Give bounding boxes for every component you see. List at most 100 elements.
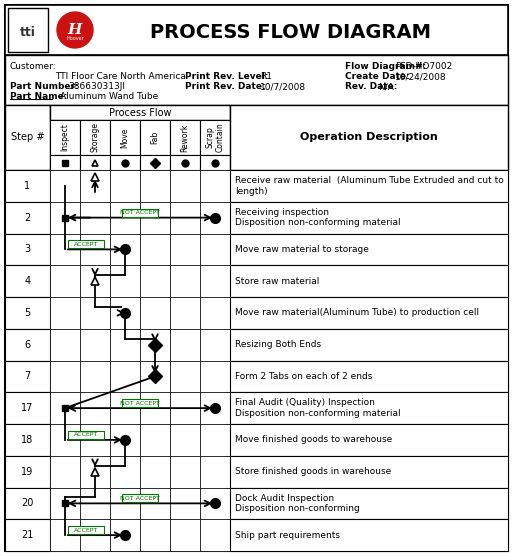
Text: 4: 4 [25,276,31,286]
Text: Flow Diagram#:: Flow Diagram#: [345,62,426,71]
Bar [110,155,140,170]
Text: ACCEPT: ACCEPT [74,433,98,438]
Bar [230,202,508,234]
Text: PFD-HO7002: PFD-HO7002 [395,62,452,71]
Bar [170,234,200,265]
Bar [50,202,80,234]
Bar [140,170,170,202]
Bar [140,265,170,297]
Bar [68,240,104,249]
Bar [140,234,170,265]
Bar [110,170,140,202]
Text: 2: 2 [25,212,31,222]
Text: 6: 6 [25,340,31,350]
Text: Move raw material to storage: Move raw material to storage [235,245,369,254]
Bar [170,170,200,202]
Bar [230,105,508,170]
Bar [140,360,170,392]
Bar [110,234,140,265]
Bar [5,360,50,392]
Text: Step #: Step # [11,132,44,142]
Bar [8,8,48,52]
Bar [200,392,230,424]
Bar [200,202,230,234]
Bar [50,488,80,519]
Bar [140,424,170,456]
Text: Aluminum Wand Tube: Aluminum Wand Tube [60,92,158,101]
Text: Part Number:: Part Number: [10,82,78,91]
Bar [80,265,110,297]
Text: Inspect: Inspect [61,123,69,151]
Bar [140,202,170,234]
Bar [110,360,140,392]
Bar [140,120,170,155]
Text: Print Rev. Date:: Print Rev. Date: [185,82,266,91]
Bar [140,297,170,329]
Bar [5,202,50,234]
Bar [200,170,230,202]
Bar [230,519,508,551]
Text: 18: 18 [22,435,34,445]
Bar [80,297,110,329]
Text: 10/7/2008: 10/7/2008 [260,82,306,91]
Bar [5,456,50,488]
Bar [80,519,110,551]
Text: Customer:: Customer: [10,62,56,71]
Bar [50,105,230,120]
Bar [5,170,50,202]
Bar [230,170,508,202]
Bar [170,120,200,155]
Text: Dock Audit Inspection
Disposition non-conforming: Dock Audit Inspection Disposition non-co… [235,494,360,513]
Bar [80,456,110,488]
Bar [170,202,200,234]
Text: Move raw material(Aluminum Tube) to production cell: Move raw material(Aluminum Tube) to prod… [235,309,479,317]
Bar [80,120,110,155]
Bar [80,488,110,519]
Bar [110,120,140,155]
Bar [140,488,170,519]
Bar [230,265,508,297]
Bar [50,297,80,329]
Bar [200,234,230,265]
Bar [5,488,50,519]
Bar [80,155,110,170]
Bar [200,456,230,488]
Bar [110,297,140,329]
Bar [200,488,230,519]
Bar [170,456,200,488]
Bar [200,265,230,297]
Bar [80,392,110,424]
Text: NOT ACCEPT: NOT ACCEPT [120,210,160,215]
Bar [170,519,200,551]
Bar [5,392,50,424]
Text: Process Flow: Process Flow [109,107,171,117]
Text: 10/24/2008: 10/24/2008 [395,72,447,81]
Bar [110,488,140,519]
Bar [5,105,50,170]
Bar [68,526,104,534]
Text: Move: Move [121,127,129,148]
Bar [122,494,158,503]
Text: Final Audit (Quality) Inspection
Disposition non-conforming material: Final Audit (Quality) Inspection Disposi… [235,399,401,418]
Text: R1: R1 [260,72,272,81]
Text: 1: 1 [25,181,31,191]
Bar [68,431,104,439]
Bar [50,120,80,155]
Bar [170,155,200,170]
Text: TTI Floor Care North America: TTI Floor Care North America [55,72,186,81]
Bar [230,488,508,519]
Bar [50,234,80,265]
Text: Ship part requirements: Ship part requirements [235,530,340,540]
Bar [50,265,80,297]
Text: 3: 3 [25,245,31,255]
Bar [170,329,200,360]
Text: Rev. Date:: Rev. Date: [345,82,398,91]
Text: Form 2 Tabs on each of 2 ends: Form 2 Tabs on each of 2 ends [235,372,372,381]
Bar [80,329,110,360]
Bar [110,202,140,234]
Text: Operation Description: Operation Description [300,132,438,142]
Text: NOT ACCEPT: NOT ACCEPT [120,401,160,406]
Bar [80,234,110,265]
Bar [230,329,508,360]
Bar [80,170,110,202]
